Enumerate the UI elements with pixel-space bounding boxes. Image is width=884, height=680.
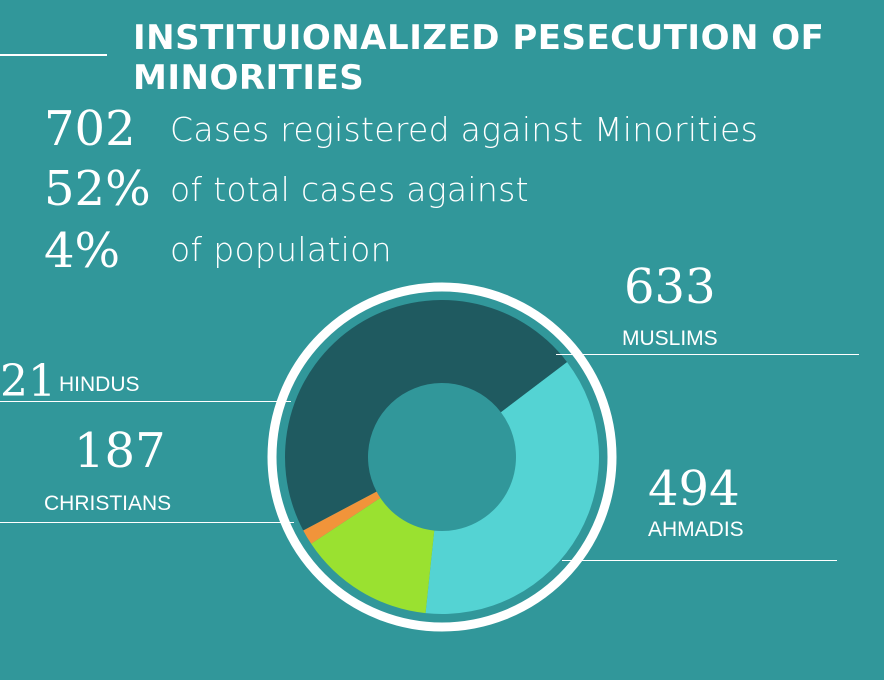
ahmadis-value-label: 494 xyxy=(648,461,740,517)
donut-slice-ahmadis xyxy=(425,362,599,614)
stat-share-text: of total cases against xyxy=(170,170,529,209)
christians-leader-line xyxy=(0,522,294,523)
donut-outer-ring xyxy=(267,282,617,632)
muslims-leader-line xyxy=(556,354,859,355)
muslims-value-label: 633 xyxy=(624,259,716,315)
page-title: INSTITUIONALIZED PESECUTION OF MINORITIE… xyxy=(133,18,825,98)
ahmadis-category-label: AHMADIS xyxy=(648,518,744,541)
christians-category-label: CHRISTIANS xyxy=(44,492,172,515)
title-rule xyxy=(0,54,107,56)
muslims-category-label: MUSLIMS xyxy=(622,327,718,350)
ahmadis-leader-line xyxy=(562,560,837,561)
hindus-category-label: HINDUS xyxy=(59,373,140,396)
donut-slice-christians xyxy=(311,497,435,614)
donut-slice-hindus xyxy=(303,491,381,544)
donut-slice-muslims xyxy=(285,299,568,531)
stat-population-value: 4% xyxy=(44,223,121,279)
hindus-value-label: 21 xyxy=(0,356,56,407)
stat-population-text: of population xyxy=(170,230,392,269)
stat-cases-text: Cases registered against Minorities xyxy=(170,110,759,149)
christians-value-label: 187 xyxy=(74,423,166,479)
stat-cases-value: 702 xyxy=(44,101,136,157)
hindus-leader-line xyxy=(0,401,291,402)
stat-share-value: 52% xyxy=(44,161,151,217)
